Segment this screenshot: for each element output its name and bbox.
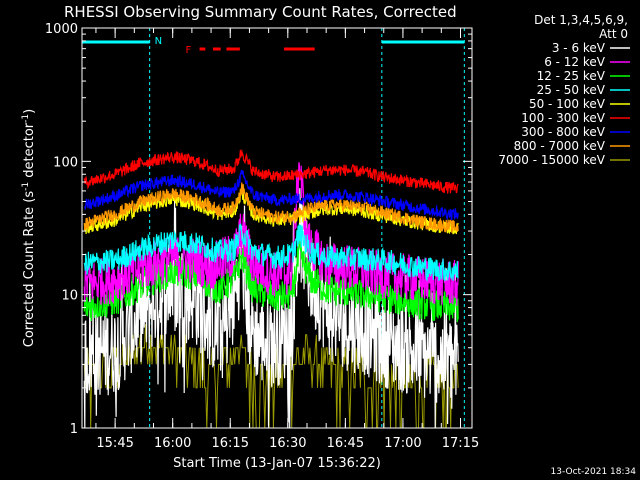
- night-label: N: [155, 36, 162, 47]
- y-axis-label-main: Corrected Count Rate (s: [22, 191, 37, 348]
- series-line: [83, 188, 459, 235]
- legend-entry-label: 12 - 25 keV: [537, 69, 606, 83]
- y-axis-label: Corrected Count Rate (s-1 detector-1): [21, 109, 37, 347]
- legend-attenuator: Att 0: [599, 27, 628, 41]
- plot-frame: [81, 27, 473, 429]
- flare-label: F: [186, 45, 192, 56]
- x-tick-label: 16:30: [269, 436, 306, 451]
- y-tick-label: 1000: [45, 22, 78, 37]
- y-tick-label: 1: [70, 422, 78, 437]
- legend-entry-label: 7000 - 15000 keV: [498, 153, 605, 167]
- series-line: [83, 148, 459, 194]
- series-line: [83, 223, 459, 282]
- x-axis: 15:45 16:00 16:15 16:30 16:45 17:00 17:15: [95, 28, 479, 451]
- legend-entry-label: 800 - 7000 keV: [514, 139, 606, 153]
- x-tick-label: 17:00: [384, 436, 421, 451]
- y-tick-label: 10: [61, 289, 78, 304]
- x-tick-label: 16:45: [327, 436, 364, 451]
- series-line: [84, 169, 459, 221]
- series-line: [83, 162, 459, 306]
- y-tick-label: 100: [53, 155, 78, 170]
- legend-entry-label: 6 - 12 keV: [544, 55, 606, 69]
- legend-entry-label: 50 - 100 keV: [529, 97, 606, 111]
- x-tick-label: 17:15: [442, 436, 479, 451]
- legend-detectors: Det 1,3,4,5,6,9,: [534, 13, 628, 27]
- y-axis: 1 10 100 1000: [45, 22, 472, 437]
- x-tick-label: 15:45: [96, 436, 133, 451]
- series-line: [83, 188, 459, 429]
- legend-entry-label: 25 - 50 keV: [537, 83, 606, 97]
- x-axis-label: Start Time (13-Jan-07 15:36:22): [173, 456, 381, 471]
- legend-entry-label: 3 - 6 keV: [552, 41, 606, 55]
- series-line: [83, 182, 459, 233]
- legend-entry-label: 300 - 800 keV: [521, 125, 605, 139]
- y-axis-label-end: ): [22, 109, 37, 114]
- y-axis-label-sup1: -1: [21, 182, 31, 191]
- timestamp: 13-Oct-2021 18:34: [551, 467, 637, 477]
- x-tick-label: 16:15: [212, 436, 249, 451]
- y-axis-label-mid: detector: [22, 122, 37, 182]
- y-axis-label-sup2: -1: [21, 114, 31, 123]
- legend-entry-label: 100 - 300 keV: [521, 111, 605, 125]
- x-tick-label: 16:00: [154, 436, 191, 451]
- chart-title: RHESSI Observing Summary Count Rates, Co…: [64, 3, 457, 21]
